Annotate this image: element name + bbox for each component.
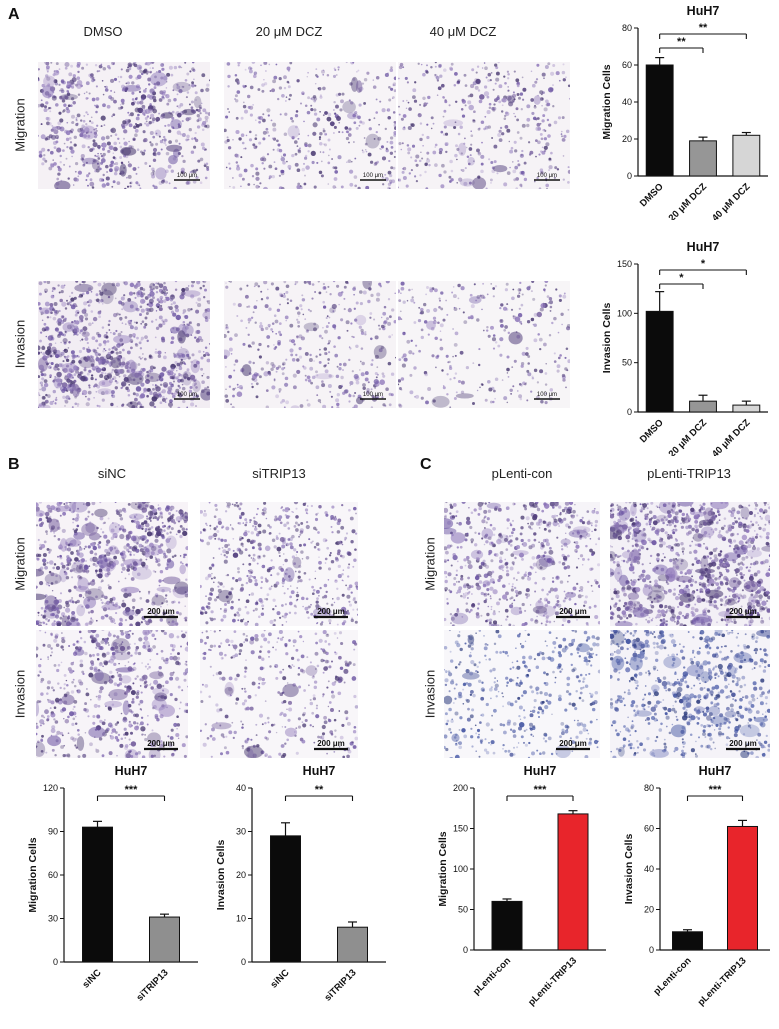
micrograph-b-invasion-sitrip13: 200 μm bbox=[200, 630, 358, 758]
column-header-20um-dcz: 20 μM DCZ bbox=[255, 24, 323, 39]
svg-text:100 μm: 100 μm bbox=[177, 392, 197, 398]
micrograph-c-migration-plenti-trip13: 200 μm bbox=[610, 502, 770, 626]
chart-b-invasion: HuH7 Invasion Cells 0 10 20 30 40 siNC siTRIP13 *… bbox=[214, 762, 394, 1014]
chart-c-migration: HuH7 Migration Cells 0 50 100 150 200 pLenti-co… bbox=[436, 762, 614, 1014]
svg-text:80: 80 bbox=[622, 23, 632, 33]
svg-text:40 μM DCZ: 40 μM DCZ bbox=[710, 181, 753, 220]
micrograph-b-invasion-sinc: 200 μm bbox=[36, 630, 188, 758]
chart-b-migration: HuH7 Migration Cells 0 30 60 90 120 siNC siTRIP1… bbox=[26, 762, 206, 1014]
svg-text:100 μm: 100 μm bbox=[363, 173, 383, 179]
svg-text:HuH7: HuH7 bbox=[687, 4, 720, 18]
column-header-dmso: DMSO bbox=[83, 24, 123, 39]
svg-text:50: 50 bbox=[622, 358, 632, 368]
column-header-plenti-con: pLenti-con bbox=[491, 466, 553, 481]
svg-text:Migration Cells: Migration Cells bbox=[601, 64, 613, 139]
chart-a-migration: HuH7 Migration Cells 0 20 40 60 80 DMSO 20 μM DC… bbox=[600, 2, 776, 224]
chart-c-invasion: HuH7 Invasion Cells 0 20 40 60 80 pLenti-con pLe… bbox=[622, 762, 778, 1014]
svg-text:*: * bbox=[701, 258, 706, 270]
svg-text:0: 0 bbox=[627, 171, 632, 181]
column-header-sinc: siNC bbox=[97, 466, 127, 481]
svg-text:200 μm: 200 μm bbox=[317, 607, 345, 616]
svg-text:40: 40 bbox=[622, 97, 632, 107]
micrograph-b-migration-sitrip13: 200 μm bbox=[200, 502, 358, 626]
row-label-migration-a: Migration bbox=[12, 98, 28, 152]
micrograph-b-migration-sinc: 200 μm bbox=[36, 502, 188, 626]
micrograph-a-invasion-dmso: 100 μm bbox=[38, 281, 210, 408]
column-header-plenti-trip13: pLenti-TRIP13 bbox=[647, 466, 731, 481]
svg-text:0: 0 bbox=[627, 407, 632, 417]
micrograph-a-invasion-40um-dcz: 100 μm bbox=[398, 281, 570, 408]
svg-text:100 μm: 100 μm bbox=[363, 392, 383, 398]
column-header-sitrip13: siTRIP13 bbox=[252, 466, 306, 481]
panel-a-label: A bbox=[8, 6, 20, 23]
svg-text:60: 60 bbox=[622, 60, 632, 70]
svg-text:100 μm: 100 μm bbox=[177, 173, 197, 179]
micrograph-a-migration-20um-dcz: 100 μm bbox=[224, 62, 396, 189]
micrograph-a-invasion-20um-dcz: 100 μm bbox=[224, 281, 396, 408]
svg-text:*: * bbox=[679, 272, 684, 284]
micrograph-c-invasion-plenti-trip13: 200 μm bbox=[610, 630, 770, 758]
svg-text:150: 150 bbox=[617, 259, 632, 269]
row-label-invasion-a: Invasion bbox=[12, 319, 28, 369]
micrograph-c-invasion-plenti-con: 200 μm bbox=[444, 630, 600, 758]
svg-text:40 μM DCZ: 40 μM DCZ bbox=[710, 417, 753, 456]
svg-text:20 μM DCZ: 20 μM DCZ bbox=[667, 417, 710, 456]
svg-text:20: 20 bbox=[622, 134, 632, 144]
svg-text:100: 100 bbox=[617, 308, 632, 318]
chart-a-invasion: HuH7 Invasion Cells 0 50 100 150 DMSO 20 μM DCZ… bbox=[600, 238, 776, 460]
row-label-migration-c: Migration bbox=[422, 537, 438, 591]
panel-b-label: B bbox=[8, 456, 20, 473]
panel-c-label: C bbox=[420, 456, 432, 473]
svg-text:100 μm: 100 μm bbox=[537, 392, 557, 398]
row-label-invasion-c: Invasion bbox=[422, 669, 438, 719]
svg-text:200 μm: 200 μm bbox=[147, 607, 175, 616]
svg-text:HuH7: HuH7 bbox=[687, 240, 720, 254]
svg-text:100 μm: 100 μm bbox=[537, 173, 557, 179]
micrograph-c-migration-plenti-con: 200 μm bbox=[444, 502, 600, 626]
micrograph-a-migration-dmso: 100 μm bbox=[38, 62, 210, 189]
row-label-invasion-b: Invasion bbox=[12, 669, 28, 719]
micrograph-a-migration-40um-dcz: 100 μm bbox=[398, 62, 570, 189]
svg-text:**: ** bbox=[699, 22, 708, 34]
row-label-migration-b: Migration bbox=[12, 537, 28, 591]
column-header-40um-dcz: 40 μM DCZ bbox=[429, 24, 497, 39]
svg-text:**: ** bbox=[677, 36, 686, 48]
svg-text:DMSO: DMSO bbox=[638, 417, 666, 445]
svg-text:20 μM DCZ: 20 μM DCZ bbox=[667, 181, 710, 220]
svg-text:DMSO: DMSO bbox=[638, 181, 666, 209]
svg-text:Invasion Cells: Invasion Cells bbox=[601, 303, 613, 374]
